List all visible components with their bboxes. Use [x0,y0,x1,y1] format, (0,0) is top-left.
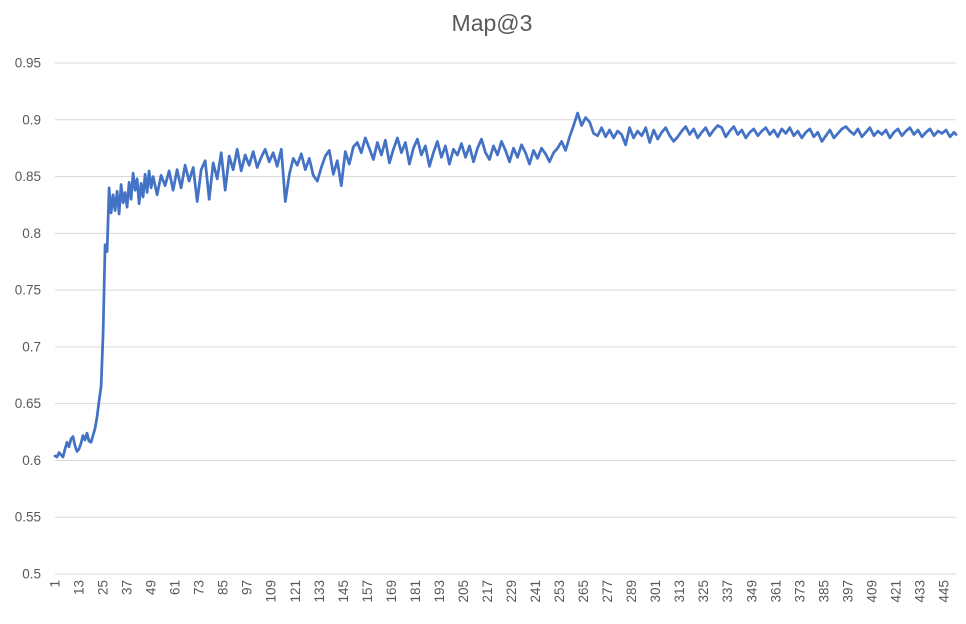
x-axis-tick-label: 229 [504,580,519,603]
x-axis-tick-label: 337 [720,580,735,603]
x-axis-tick-label: 217 [480,580,495,603]
x-axis-tick-label: 277 [600,580,615,603]
x-axis-tick-label: 25 [96,580,111,595]
x-axis-tick-label: 37 [120,580,135,595]
x-axis-labels-group: 1 13 25 37 49 61 73 85 97 109 121 133 145 157 169 181 19… [48,580,952,603]
series-line [53,111,958,459]
x-axis-tick-label: 73 [192,580,207,595]
y-axis-tick-label: 0.65 [15,396,41,411]
x-axis-tick-label: 145 [336,580,351,603]
x-axis-tick-label: 97 [240,580,255,595]
x-axis-tick-label: 301 [648,580,663,603]
y-axis-tick-label: 0.85 [15,169,41,184]
x-axis-tick-label: 61 [168,580,183,595]
y-axis-tick-label: 0.5 [22,567,41,582]
x-axis-tick-label: 385 [816,580,831,603]
x-axis-tick-label: 373 [792,580,807,603]
x-axis-tick-label: 433 [912,580,927,603]
y-axis-tick-label: 0.6 [22,453,41,468]
x-axis-tick-label: 205 [456,580,471,603]
x-axis-tick-label: 397 [840,580,855,603]
x-axis-tick-label: 361 [768,580,783,603]
x-axis-tick-label: 445 [936,580,951,603]
x-axis-tick-label: 1 [48,580,63,588]
x-axis-tick-label: 325 [696,580,711,603]
x-axis-tick-label: 109 [264,580,279,603]
chart-title: Map@3 [452,10,533,36]
x-axis-tick-label: 241 [528,580,543,603]
x-axis-tick-label: 121 [288,580,303,603]
x-axis-tick-label: 349 [744,580,759,603]
y-axis-tick-label: 0.55 [15,510,41,525]
x-axis-tick-label: 13 [72,580,87,595]
x-axis-tick-label: 193 [432,580,447,603]
x-axis-tick-label: 289 [624,580,639,603]
x-axis-tick-label: 265 [576,580,591,603]
x-axis-tick-label: 85 [216,580,231,595]
x-axis-tick-label: 133 [312,580,327,603]
y-axis-tick-label: 0.95 [15,56,41,71]
x-axis-tick-label: 313 [672,580,687,603]
y-axis-labels-group: 0.5 0.55 0.6 0.65 0.7 0.75 0.8 0.85 0.9 0.95 [15,56,41,582]
y-axis-tick-label: 0.9 [22,112,41,127]
x-axis-tick-label: 421 [888,580,903,603]
x-axis-tick-label: 157 [360,580,375,603]
gridlines-group [55,62,956,575]
y-axis-tick-label: 0.75 [15,283,41,298]
x-axis-tick-label: 181 [408,580,423,603]
x-axis-tick-label: 253 [552,580,567,603]
x-axis-tick-label: 169 [384,580,399,603]
x-axis-tick-label: 409 [864,580,879,603]
x-axis-tick-label: 49 [144,580,159,595]
y-axis-tick-label: 0.7 [22,339,41,354]
y-axis-tick-label: 0.8 [22,226,41,241]
